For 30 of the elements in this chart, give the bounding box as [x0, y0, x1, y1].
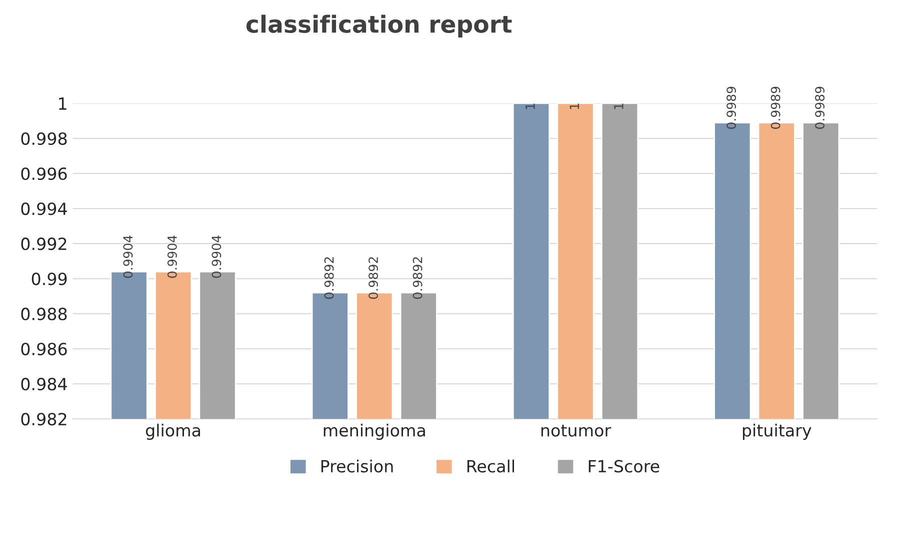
y-tick-label: 0.992 — [21, 238, 66, 250]
chart-title: classification report — [246, 14, 512, 38]
y-tick-label: 1 — [59, 98, 66, 110]
data-label: 0.9892 — [324, 257, 334, 299]
legend-label: F1-Score — [588, 460, 660, 473]
y-tick-label: 0.998 — [21, 132, 67, 145]
legend-label: Precision — [321, 460, 393, 473]
data-label: 1 — [570, 104, 579, 109]
y-tick-label: 0.988 — [21, 308, 67, 320]
x-tick-label: pituitary — [742, 424, 812, 440]
data-label: 0.9904 — [123, 236, 133, 278]
data-label: 0.9892 — [368, 257, 378, 299]
data-label: 0.9989 — [815, 86, 824, 129]
y-tick-label: 0.99 — [32, 272, 67, 286]
x-tick-label: meningioma — [324, 424, 425, 440]
y-tick-label: 0.996 — [21, 167, 67, 180]
x-tick-label: notumor — [541, 424, 612, 437]
data-label: 0.9904 — [167, 236, 177, 278]
data-label: 1 — [526, 104, 535, 109]
x-tick-label: glioma — [146, 424, 200, 440]
y-tick-label: 0.982 — [21, 412, 66, 426]
y-tick-label: 0.986 — [21, 342, 67, 356]
data-label: 0.9989 — [726, 86, 736, 129]
y-tick-label: 0.984 — [21, 378, 67, 390]
data-label: 0.9904 — [212, 236, 222, 278]
data-label: 0.9989 — [770, 86, 780, 129]
data-label: 0.9892 — [412, 257, 422, 299]
data-label: 1 — [614, 104, 624, 109]
y-tick-label: 0.994 — [21, 202, 67, 216]
legend-label: Recall — [467, 460, 514, 473]
